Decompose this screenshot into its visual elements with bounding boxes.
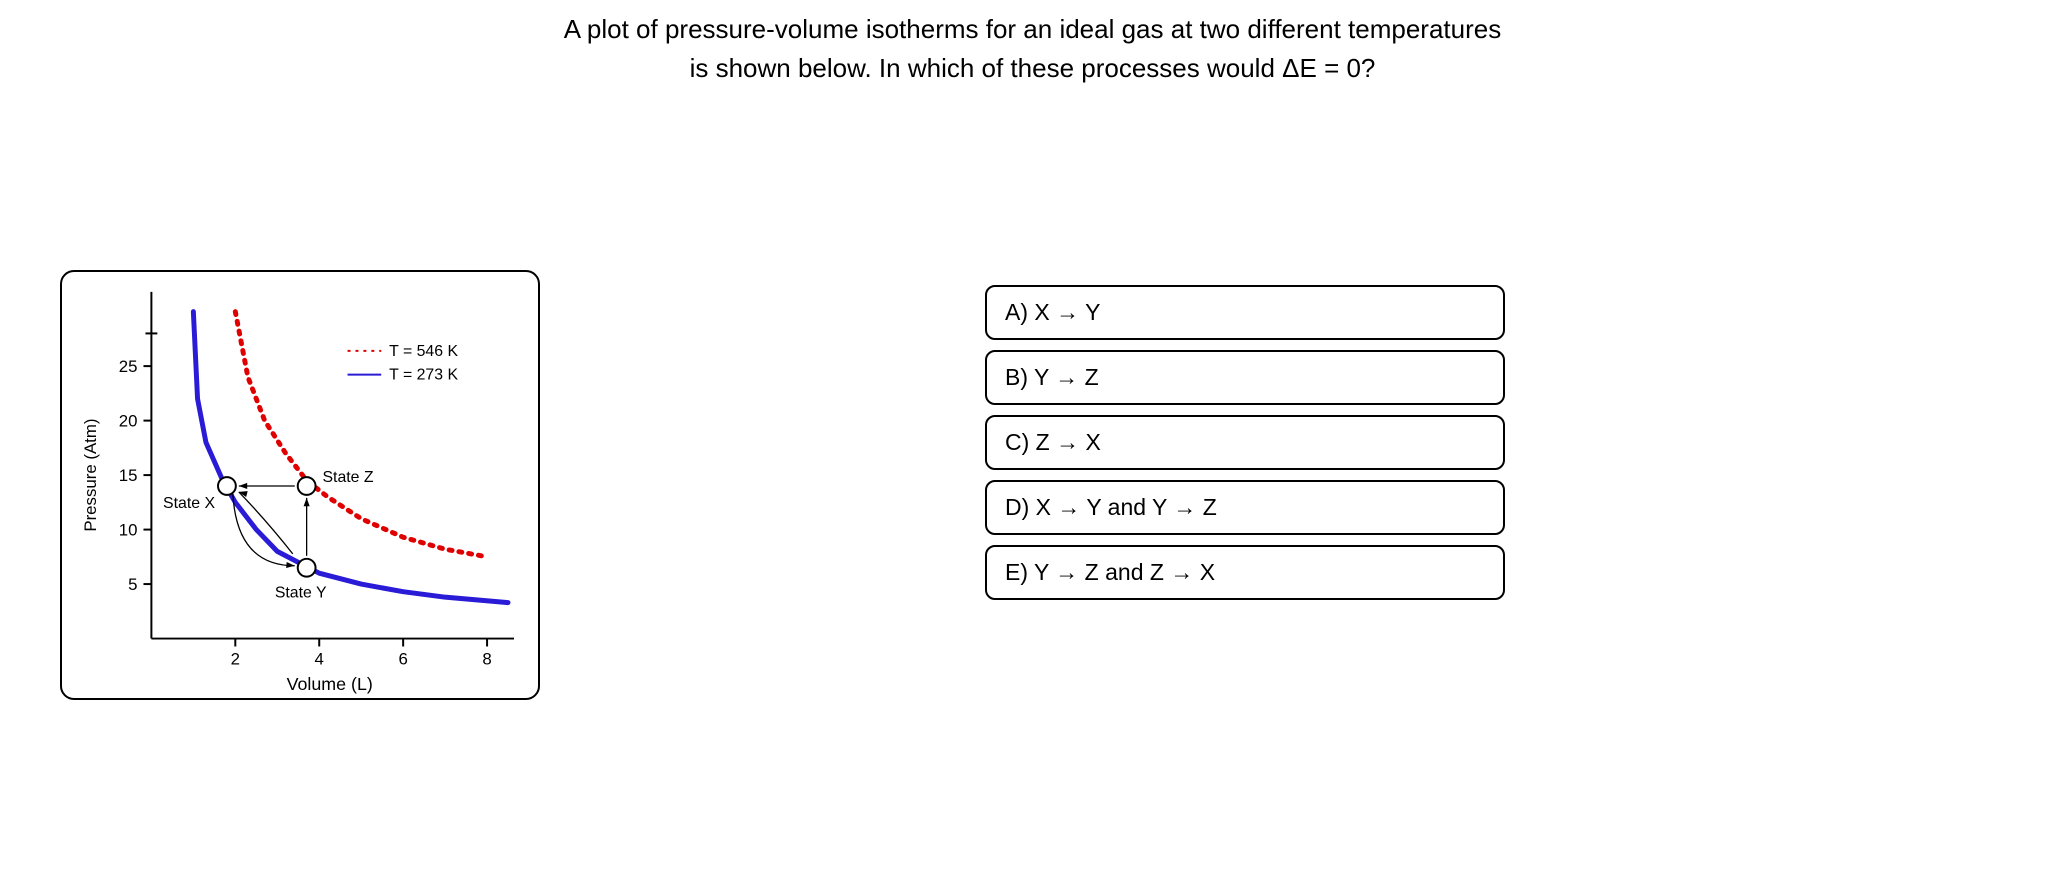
- svg-text:6: 6: [398, 649, 407, 668]
- answer-option-b[interactable]: B) Y → Z: [985, 350, 1505, 405]
- svg-text:4: 4: [315, 649, 324, 668]
- answer-text: C) Z → X: [1005, 429, 1101, 455]
- svg-text:15: 15: [119, 466, 138, 485]
- chart-svg: 2 4 6 8 5 10 15 20 25 Volume (L) Pressure (Atm) Sta…: [62, 272, 538, 698]
- answer-text: D) X → Y and Y → Z: [1005, 494, 1217, 520]
- svg-text:5: 5: [128, 575, 137, 594]
- answer-option-e[interactable]: E) Y → Z and Z → X: [985, 545, 1505, 600]
- svg-text:State Z: State Z: [322, 469, 373, 486]
- question-line-1: A plot of pressure-volume isotherms for …: [0, 10, 2065, 49]
- svg-text:Pressure (Atm): Pressure (Atm): [81, 419, 100, 532]
- pv-isotherm-chart: 2 4 6 8 5 10 15 20 25 Volume (L) Pressure (Atm) Sta…: [60, 270, 540, 700]
- svg-text:8: 8: [482, 649, 491, 668]
- answer-text: B) Y → Z: [1005, 364, 1099, 390]
- answer-option-a[interactable]: A) X → Y: [985, 285, 1505, 340]
- svg-text:10: 10: [119, 521, 138, 540]
- svg-text:Volume (L): Volume (L): [287, 674, 373, 694]
- question-text: A plot of pressure-volume isotherms for …: [0, 10, 2065, 88]
- svg-text:T = 273 K: T = 273 K: [389, 367, 458, 384]
- answer-options: A) X → Y B) Y → Z C) Z → X D) X → Y and …: [985, 285, 1505, 600]
- svg-text:T = 546 K: T = 546 K: [389, 343, 458, 360]
- svg-text:State Y: State Y: [275, 584, 327, 601]
- svg-text:State X: State X: [163, 495, 215, 512]
- svg-text:20: 20: [119, 412, 138, 431]
- question-line-2: is shown below. In which of these proces…: [0, 49, 2065, 88]
- answer-option-c[interactable]: C) Z → X: [985, 415, 1505, 470]
- answer-text: E) Y → Z and Z → X: [1005, 559, 1215, 585]
- svg-text:25: 25: [119, 357, 138, 376]
- answer-text: A) X → Y: [1005, 299, 1100, 325]
- svg-text:2: 2: [231, 649, 240, 668]
- answer-option-d[interactable]: D) X → Y and Y → Z: [985, 480, 1505, 535]
